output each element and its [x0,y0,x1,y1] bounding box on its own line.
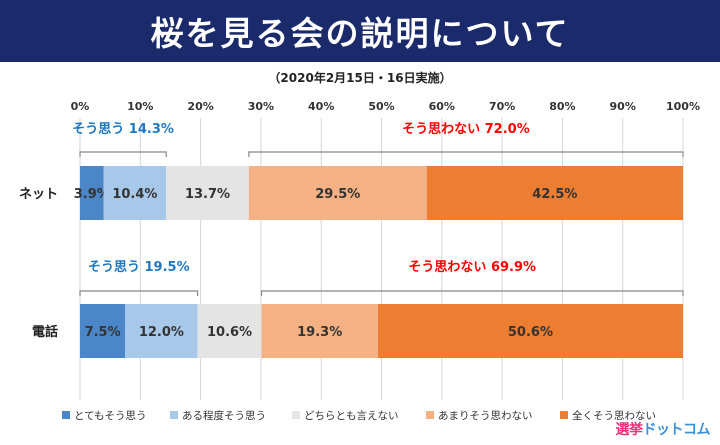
x-tick-label: 30% [248,100,274,113]
data-label: 10.6% [207,325,252,340]
chart-subtitle: （2020年2月15日・16日実施） [268,71,452,85]
x-tick-label: 60% [429,100,455,113]
x-tick-label: 100% [666,100,700,113]
annotation-label: そう思わない 72.0% [402,122,530,137]
annotation-label: そう思わない 69.9% [408,260,536,275]
annotation-bracket [79,290,199,296]
legend-swatch [62,411,70,419]
data-label: 50.6% [508,325,553,340]
x-tick-label: 70% [489,100,515,113]
annotation-label: そう思う 14.3% [72,122,174,137]
bar-segment [197,304,262,358]
x-tick-label: 50% [368,100,394,113]
legend-swatch [426,411,434,419]
logo-part-1: 選挙 [615,422,644,438]
bar-segment [103,166,167,220]
annotation-bracket [248,151,684,157]
x-tick-label: 0% [71,100,90,113]
legend-label: とてもそう思う [74,410,146,422]
legend-swatch [560,411,568,419]
annotation-bracket [79,151,167,157]
annotation-label: そう思う 19.5% [88,260,190,275]
legend-label: 全くそう思わない [572,409,656,422]
data-label: 42.5% [532,187,577,202]
bar-segment [166,166,249,220]
bar-segment [377,304,683,358]
data-label: 12.0% [139,325,184,340]
logo-part-2: ドットコム [642,422,711,438]
legend-label: ある程度そう思う [182,409,266,422]
bar-segment [261,304,378,358]
annotation-bracket [260,290,684,296]
data-label: 3.9% [74,187,110,202]
category-label: 電話 [32,324,58,340]
legend-swatch [170,411,178,419]
page-title: 桜を見る会の説明について [0,0,720,62]
x-tick-label: 90% [610,100,636,113]
x-tick-label: 80% [549,100,575,113]
data-label: 10.4% [112,187,157,202]
x-tick-label: 20% [187,100,213,113]
bar-segment [125,304,198,358]
x-tick-label: 10% [127,100,153,113]
data-label: 13.7% [185,187,230,202]
bar-segment [80,304,126,358]
legend-swatch [292,411,300,419]
site-logo: 選挙ドットコム [616,419,711,439]
category-label: ネット [19,187,58,202]
data-label: 29.5% [315,187,360,202]
data-label: 7.5% [85,325,121,340]
legend-label: あまりそう思わない [438,410,533,422]
legend-label: どちらとも言えない [304,409,399,422]
bar-segment [248,166,427,220]
x-tick-label: 40% [308,100,334,113]
bar-segment [426,166,683,220]
data-label: 19.3% [297,325,342,340]
bar-segment [80,166,104,220]
